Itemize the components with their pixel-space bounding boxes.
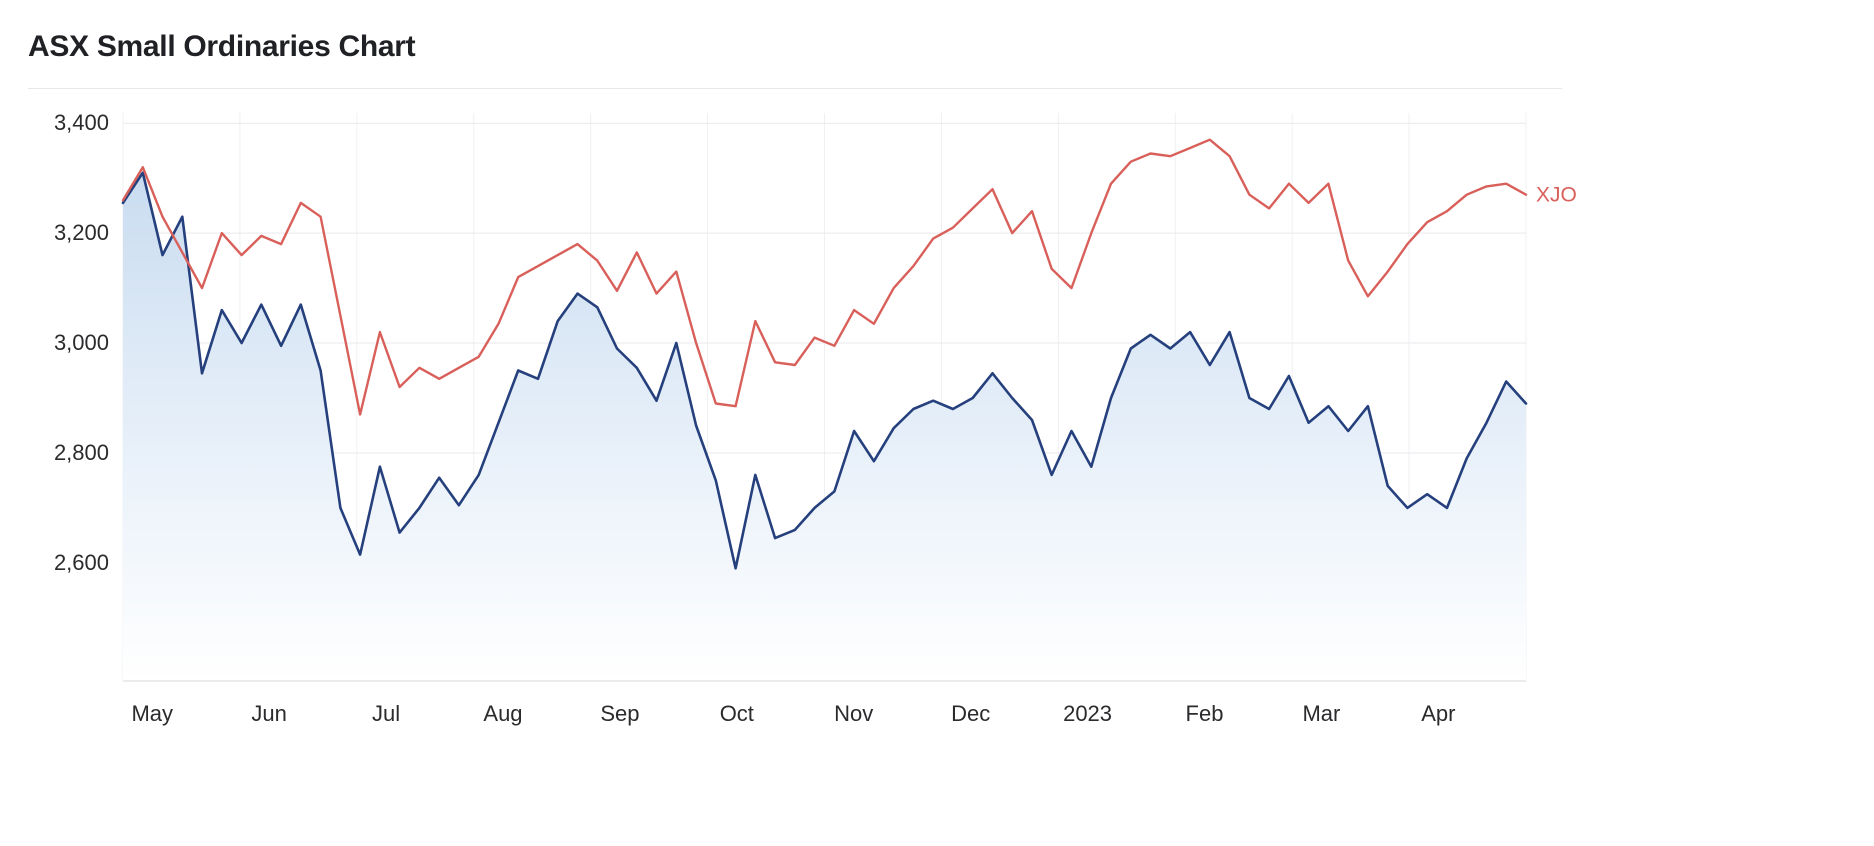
y-tick-label: 3,400 bbox=[54, 110, 109, 135]
page-container: ASX Small Ordinaries Chart 2,600 2,800 3,0… bbox=[28, 30, 1588, 753]
y-tick-label: 3,000 bbox=[54, 330, 109, 355]
x-tick-label: Dec bbox=[951, 701, 990, 726]
x-tick-label: Apr bbox=[1421, 701, 1455, 726]
small-ords-line bbox=[121, 171, 1528, 570]
xjo-series-label: XJO bbox=[1536, 184, 1577, 207]
x-tick-label: Aug bbox=[483, 701, 522, 726]
x-tick-label: Mar bbox=[1302, 701, 1340, 726]
chart-container: 2,600 2,800 3,000 3,200 3,400 May Jun Jul Aug Sep… bbox=[28, 103, 1588, 753]
x-tick-label: Jul bbox=[372, 701, 400, 726]
xjo-line bbox=[121, 138, 1528, 416]
x-tick-label: May bbox=[131, 701, 173, 726]
y-tick-label: 2,800 bbox=[54, 440, 109, 465]
x-tick-label: Jun bbox=[251, 701, 286, 726]
page-title: ASX Small Ordinaries Chart bbox=[28, 30, 416, 63]
x-tick-label: Oct bbox=[720, 701, 754, 726]
x-tick-label: Sep bbox=[600, 701, 639, 726]
title-divider bbox=[28, 88, 1562, 89]
x-tick-label: Feb bbox=[1186, 701, 1224, 726]
x-tick-label: 2023 bbox=[1063, 701, 1112, 726]
small-ords-area bbox=[123, 172, 1526, 681]
y-tick-label: 2,600 bbox=[54, 550, 109, 575]
line-chart: 2,600 2,800 3,000 3,200 3,400 May Jun Jul Aug Sep… bbox=[54, 110, 1577, 726]
y-axis-labels: 2,600 2,800 3,000 3,200 3,400 bbox=[54, 110, 109, 575]
x-axis-labels: May Jun Jul Aug Sep Oct Nov Dec 2023 Feb Mar Apr bbox=[131, 701, 1455, 726]
y-tick-label: 3,200 bbox=[54, 220, 109, 245]
x-tick-label: Nov bbox=[834, 701, 873, 726]
